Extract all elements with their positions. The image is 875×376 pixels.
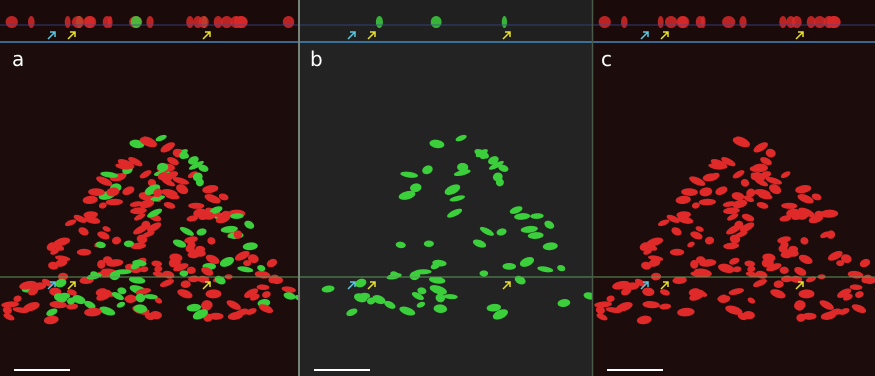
cell xyxy=(84,16,95,28)
cell xyxy=(131,16,142,28)
cell xyxy=(186,16,194,28)
cell xyxy=(677,16,688,28)
cell xyxy=(621,16,628,28)
panel-label: b xyxy=(310,47,323,71)
panel-background xyxy=(593,0,875,376)
orthogonal-strip xyxy=(300,0,592,42)
cell xyxy=(696,16,705,28)
panel xyxy=(0,0,317,376)
cell xyxy=(72,16,84,28)
cell xyxy=(230,16,241,28)
figure: a b c xyxy=(0,0,875,376)
cell xyxy=(779,16,787,28)
panel-background xyxy=(300,0,592,376)
cell xyxy=(599,16,611,28)
cell xyxy=(722,16,735,28)
cell xyxy=(146,16,153,28)
cell xyxy=(283,16,294,28)
cell xyxy=(739,16,746,28)
cell xyxy=(65,16,71,28)
cell xyxy=(431,16,442,28)
cell xyxy=(753,164,768,172)
panel xyxy=(300,0,611,376)
cell xyxy=(658,16,664,28)
cell xyxy=(665,16,677,28)
panel-label: c xyxy=(601,47,612,71)
cell xyxy=(193,16,202,28)
panel-label: a xyxy=(12,47,24,71)
cell xyxy=(502,16,507,28)
cell xyxy=(823,16,834,28)
cell xyxy=(376,16,383,28)
cell xyxy=(6,16,18,28)
panel xyxy=(593,0,875,376)
cell xyxy=(28,16,35,28)
cell xyxy=(103,16,112,28)
cell xyxy=(786,16,795,28)
